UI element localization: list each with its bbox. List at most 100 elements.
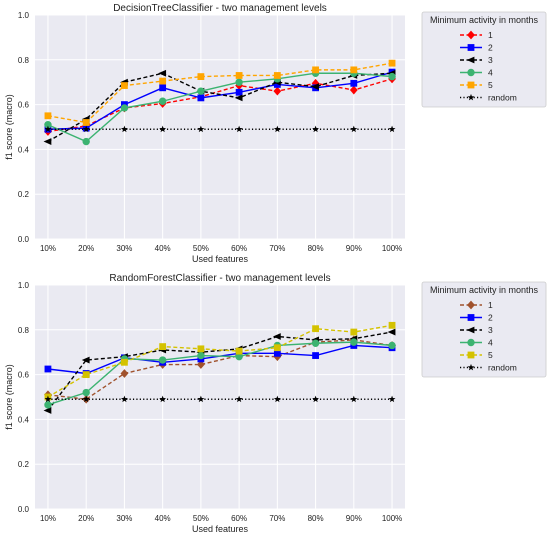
series-line-5 bbox=[47, 324, 393, 398]
y-tick-label: 0.8 bbox=[18, 56, 30, 65]
data-point-1 bbox=[120, 369, 129, 378]
x-tick-label: 60% bbox=[231, 244, 247, 253]
data-point-3 bbox=[311, 83, 319, 91]
legend-label-1: 1 bbox=[488, 30, 493, 40]
data-point-2 bbox=[312, 352, 319, 359]
legend-label-random: random bbox=[488, 93, 517, 103]
data-point-5 bbox=[197, 73, 205, 80]
legend-marker-random bbox=[467, 363, 475, 371]
series-line-1 bbox=[47, 339, 393, 400]
data-point-2 bbox=[159, 84, 167, 92]
data-point-random bbox=[159, 125, 167, 133]
legend-label-4: 4 bbox=[488, 338, 493, 348]
data-point-3 bbox=[81, 356, 90, 364]
data-point-5 bbox=[273, 72, 281, 79]
data-point-random bbox=[197, 125, 205, 133]
legend-label-2: 2 bbox=[488, 43, 493, 53]
series-random bbox=[44, 395, 396, 403]
data-point-4 bbox=[311, 339, 320, 347]
data-point-3 bbox=[272, 333, 281, 340]
series-5 bbox=[44, 59, 396, 126]
chart-title: RandomForestClassifier - two management … bbox=[109, 273, 330, 284]
legend: Minimum activity in months 1 2 3 4 5 random bbox=[421, 281, 547, 378]
y-tick-label: 0.4 bbox=[18, 145, 30, 154]
legend-marker-3 bbox=[466, 326, 475, 334]
data-point-random bbox=[388, 125, 396, 133]
series-line-4 bbox=[47, 341, 393, 406]
x-tick-label: 20% bbox=[78, 514, 94, 523]
data-point-1 bbox=[196, 360, 205, 369]
data-point-4 bbox=[158, 356, 167, 364]
series-line-4 bbox=[47, 72, 393, 143]
data-point-1 bbox=[349, 85, 358, 95]
x-tick-label: 40% bbox=[155, 244, 171, 253]
data-point-4 bbox=[197, 351, 205, 360]
legend: Minimum activity in months 1 2 3 4 5 random bbox=[421, 11, 547, 108]
plot-area bbox=[35, 285, 405, 509]
data-point-4 bbox=[350, 338, 358, 346]
data-point-5 bbox=[159, 77, 167, 85]
data-point-random bbox=[312, 395, 320, 403]
x-tick-label: 50% bbox=[193, 244, 209, 253]
data-point-3 bbox=[43, 138, 52, 145]
x-tick-label: 60% bbox=[231, 514, 247, 523]
data-point-4 bbox=[158, 97, 167, 105]
series-line-3 bbox=[47, 72, 393, 143]
data-point-5 bbox=[350, 66, 358, 74]
legend-marker-5 bbox=[467, 351, 475, 359]
data-point-2 bbox=[235, 88, 243, 96]
data-point-4 bbox=[120, 104, 129, 112]
data-point-4 bbox=[388, 72, 396, 81]
y-tick-label: 0.8 bbox=[18, 326, 30, 335]
series-line-5 bbox=[47, 62, 393, 124]
data-point-5 bbox=[121, 358, 128, 366]
data-point-5 bbox=[312, 66, 319, 74]
data-point-5 bbox=[388, 321, 396, 329]
x-tick-label: 100% bbox=[382, 244, 402, 253]
data-point-3 bbox=[234, 94, 243, 102]
data-point-4 bbox=[44, 121, 52, 129]
legend-marker-random bbox=[467, 93, 475, 101]
x-tick-label: 90% bbox=[346, 244, 362, 253]
legend-label-3: 3 bbox=[488, 55, 493, 65]
data-point-random bbox=[44, 395, 52, 403]
data-point-random bbox=[235, 125, 243, 133]
legend-label-2: 2 bbox=[488, 313, 493, 323]
data-point-5 bbox=[121, 82, 128, 89]
data-point-3 bbox=[387, 328, 396, 336]
data-point-4 bbox=[82, 137, 90, 146]
legend-marker-2 bbox=[467, 44, 475, 51]
data-point-3 bbox=[43, 407, 52, 414]
x-tick-label: 20% bbox=[78, 244, 94, 253]
data-point-5 bbox=[350, 328, 358, 336]
x-tick-label: 100% bbox=[382, 514, 402, 523]
data-point-2 bbox=[273, 81, 281, 88]
data-point-4 bbox=[82, 388, 90, 397]
data-point-random bbox=[197, 395, 205, 403]
x-axis-label: Used features bbox=[192, 254, 249, 264]
data-point-2 bbox=[197, 94, 205, 102]
data-point-4 bbox=[197, 87, 205, 95]
series-4 bbox=[44, 338, 396, 409]
chart-panel-2: 0.0 0.2 0.4 0.6 0.8 1.0 10% 20% 30% 40% 50% 60% 70% 8… bbox=[4, 273, 547, 534]
legend-label-random: random bbox=[488, 363, 517, 373]
y-tick-label: 0.0 bbox=[18, 505, 30, 514]
data-point-4 bbox=[388, 341, 396, 350]
data-point-random bbox=[120, 395, 128, 403]
data-point-5 bbox=[312, 325, 319, 333]
data-point-random bbox=[120, 125, 128, 133]
y-axis-label: f1 score (macro) bbox=[4, 94, 14, 160]
data-point-1 bbox=[273, 86, 282, 96]
data-point-random bbox=[350, 395, 358, 403]
legend-title: Minimum activity in months bbox=[430, 15, 539, 25]
legend-label-4: 4 bbox=[488, 68, 493, 78]
data-point-random bbox=[235, 395, 243, 403]
legend-label-5: 5 bbox=[488, 80, 493, 90]
data-point-2 bbox=[44, 365, 52, 373]
legend-title: Minimum activity in months bbox=[430, 285, 539, 295]
y-tick-label: 1.0 bbox=[18, 11, 30, 20]
y-tick-label: 0.2 bbox=[18, 460, 30, 469]
legend-label-5: 5 bbox=[488, 350, 493, 360]
legend-label-1: 1 bbox=[488, 300, 493, 310]
data-point-random bbox=[388, 395, 396, 403]
